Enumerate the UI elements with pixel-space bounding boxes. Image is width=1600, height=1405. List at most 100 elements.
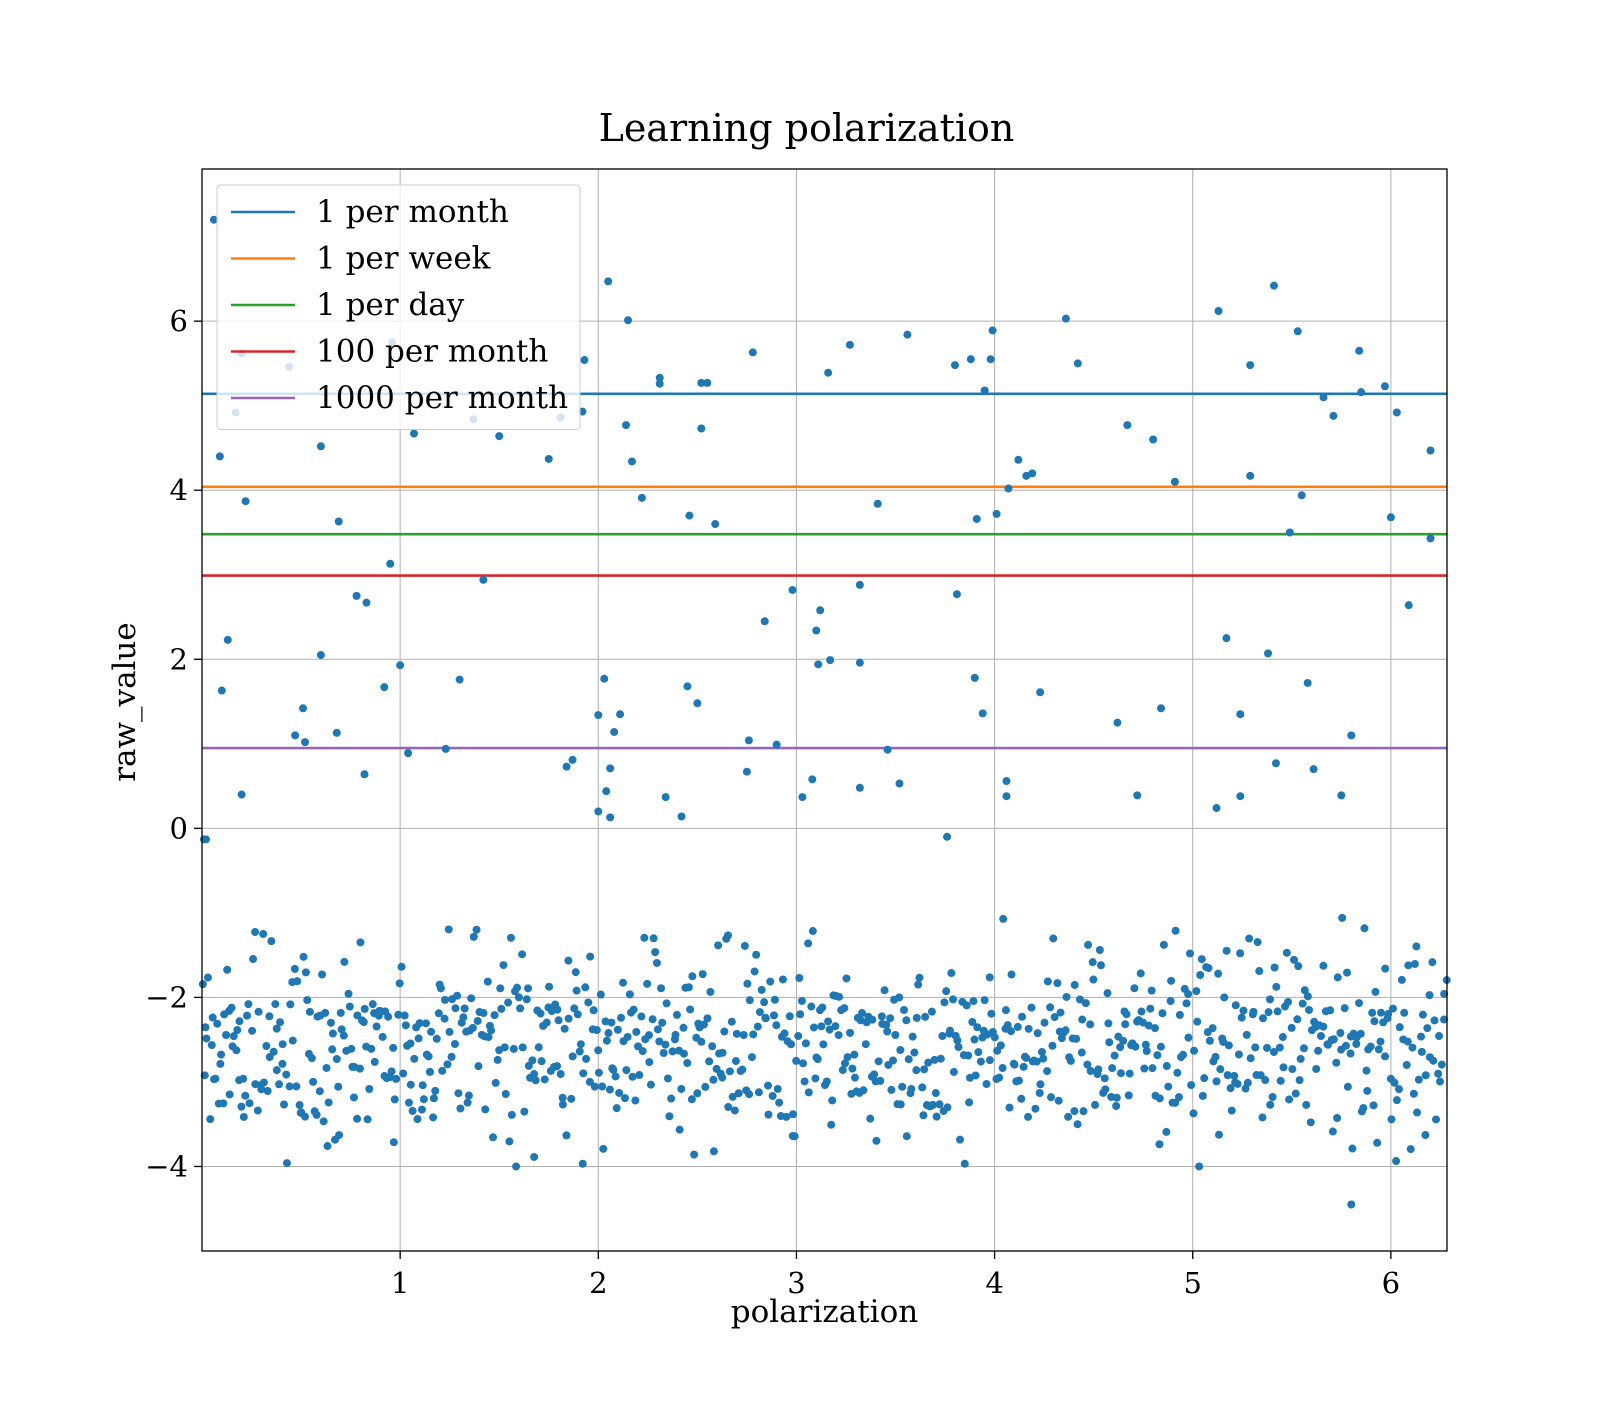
scatter-point <box>243 1011 252 1020</box>
scatter-point <box>914 980 923 989</box>
scatter-point <box>966 355 975 364</box>
scatter-point <box>661 1040 670 1049</box>
scatter-point <box>1086 1020 1095 1029</box>
scatter-point <box>1261 1076 1270 1085</box>
scatter-point <box>874 1057 883 1066</box>
scatter-point <box>414 1034 423 1043</box>
scatter-point <box>578 1159 587 1168</box>
scatter-point <box>463 1098 472 1107</box>
scatter-point <box>1347 1200 1356 1209</box>
scatter-point <box>895 779 904 788</box>
scatter-point <box>322 1063 331 1072</box>
scatter-point <box>345 1002 354 1011</box>
scatter-point <box>396 661 405 670</box>
scatter-point <box>1007 1027 1016 1036</box>
scatter-point <box>1363 1086 1372 1095</box>
scatter-point <box>507 1110 516 1119</box>
scatter-point <box>237 790 246 799</box>
scatter-point <box>558 1100 567 1109</box>
scatter-point <box>985 973 994 982</box>
scatter-point <box>290 964 299 973</box>
scatter-point <box>819 1040 828 1049</box>
scatter-point <box>814 660 823 669</box>
scatter-point <box>1086 1067 1095 1076</box>
scatter-point <box>790 1132 799 1141</box>
scatter-point <box>360 1004 369 1013</box>
scatter-point <box>1237 1013 1246 1022</box>
scatter-point <box>834 1031 843 1040</box>
scatter-point <box>282 1070 291 1079</box>
x-tick-label: 3 <box>787 1266 805 1300</box>
scatter-point <box>880 986 889 995</box>
scatter-point <box>855 783 864 792</box>
scatter-point <box>845 340 854 349</box>
scatter-point <box>347 1044 356 1053</box>
scatter-point <box>708 1042 717 1051</box>
scatter-point <box>1078 1015 1087 1024</box>
scatter-point <box>750 967 759 976</box>
scatter-point <box>271 1000 280 1009</box>
scatter-point <box>1112 1102 1121 1111</box>
scatter-point <box>299 704 308 713</box>
scatter-point <box>1050 1013 1059 1022</box>
scatter-point <box>235 1017 244 1026</box>
scatter-point <box>257 1085 266 1094</box>
scatter-point <box>1374 1045 1383 1054</box>
scatter-point <box>1285 1095 1294 1104</box>
scatter-point <box>1338 913 1347 922</box>
scatter-point <box>259 1078 268 1087</box>
scatter-point <box>895 993 904 1002</box>
scatter-point <box>1108 1064 1117 1073</box>
scatter-point <box>619 978 628 987</box>
scatter-point <box>683 1058 692 1067</box>
scatter-point <box>980 996 989 1005</box>
scatter-point <box>1426 534 1435 543</box>
scatter-point <box>209 215 218 224</box>
scatter-point <box>263 1087 272 1096</box>
scatter-point <box>1414 1075 1423 1084</box>
scatter-point <box>868 1015 877 1024</box>
scatter-point <box>512 1162 521 1171</box>
scatter-point <box>1158 1009 1167 1018</box>
scatter-point <box>380 683 389 692</box>
scatter-point <box>454 1089 463 1098</box>
scatter-point <box>818 1003 827 1012</box>
scatter-point <box>1054 1096 1063 1105</box>
scatter-point <box>1010 1060 1019 1069</box>
scatter-point <box>801 1039 810 1048</box>
scatter-point <box>972 514 981 523</box>
scatter-point <box>1314 1046 1323 1055</box>
scatter-point <box>1004 484 1013 493</box>
scatter-point <box>251 928 260 937</box>
scatter-point <box>315 1087 324 1096</box>
scatter-point <box>742 767 751 776</box>
scatter-point <box>938 1032 947 1041</box>
scatter-point <box>826 656 835 665</box>
scatter-point <box>349 1093 358 1102</box>
y-tick-label: −4 <box>145 1149 188 1183</box>
scatter-point <box>637 1012 646 1021</box>
scatter-point <box>1265 995 1274 1004</box>
scatter-point <box>440 995 449 1004</box>
scatter-point <box>706 987 715 996</box>
scatter-point <box>659 1048 668 1057</box>
scatter-point <box>332 728 341 737</box>
scatter-point <box>1386 513 1395 522</box>
scatter-point <box>808 775 817 784</box>
scatter-point <box>1112 1093 1121 1102</box>
plot-frame <box>201 168 1448 1252</box>
scatter-point <box>671 1030 680 1039</box>
scatter-point <box>848 1064 857 1073</box>
scatter-point <box>1242 1030 1251 1039</box>
scatter-point <box>1253 938 1262 947</box>
scatter-point <box>982 1080 991 1089</box>
scatter-point <box>451 1004 460 1013</box>
scatter-point <box>1246 471 1255 480</box>
scatter-point <box>886 1014 895 1023</box>
scatter-point <box>1430 1016 1439 1025</box>
scatter-point <box>599 1144 608 1153</box>
scatter-point <box>1373 1138 1382 1147</box>
scatter-point <box>1017 1094 1026 1103</box>
scatter-point <box>861 1040 870 1049</box>
scatter-point <box>344 989 353 998</box>
